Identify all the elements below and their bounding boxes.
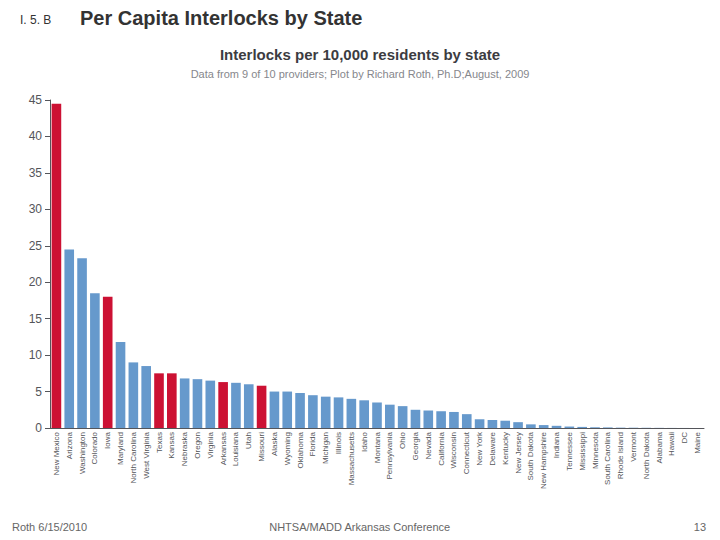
svg-text:Texas: Texas [155,432,164,453]
svg-text:Alaska: Alaska [270,431,279,456]
svg-text:Washington: Washington [78,432,87,474]
svg-text:DC: DC [680,432,689,444]
svg-text:Missouri: Missouri [257,432,266,462]
svg-text:Arkansas: Arkansas [219,432,228,465]
svg-text:25: 25 [29,239,43,253]
svg-text:Pennsylvania: Pennsylvania [385,431,394,479]
svg-text:Hawaii: Hawaii [667,432,676,456]
svg-text:Illinois: Illinois [334,432,343,454]
svg-text:15: 15 [29,312,43,326]
svg-text:Tennessee: Tennessee [565,431,574,470]
svg-text:Per Capita Interlocks by State: Per Capita Interlocks by State [80,7,362,29]
svg-text:Oregon: Oregon [193,432,202,459]
svg-text:New York: New York [475,431,484,466]
svg-text:Massachusetts: Massachusetts [347,432,356,485]
svg-text:North Dakota: North Dakota [642,431,651,479]
svg-text:10: 10 [29,348,43,362]
svg-text:40: 40 [29,129,43,143]
svg-text:Maryland: Maryland [116,432,125,465]
svg-text:Rhode Island: Rhode Island [616,432,625,479]
svg-text:Oklahoma: Oklahoma [296,431,305,468]
svg-text:Nevada: Nevada [424,431,433,459]
svg-text:Wisconsin: Wisconsin [449,432,458,468]
svg-text:I. 5. B: I. 5. B [20,13,51,27]
svg-text:Mississippi: Mississippi [578,432,587,471]
svg-text:Georgia: Georgia [411,431,420,460]
svg-text:Nebraska: Nebraska [180,431,189,466]
svg-text:0: 0 [35,421,42,435]
svg-text:45: 45 [29,93,43,107]
svg-text:30: 30 [29,202,43,216]
svg-text:Alabama: Alabama [655,431,664,463]
svg-text:Florida: Florida [308,431,317,456]
svg-text:NHTSA/MADD Arkansas Conference: NHTSA/MADD Arkansas Conference [269,521,450,533]
svg-text:Vermont: Vermont [629,431,638,462]
svg-text:Kansas: Kansas [167,432,176,459]
svg-text:Idaho: Idaho [360,431,369,452]
svg-text:Virginia: Virginia [206,431,215,458]
svg-text:Iowa: Iowa [103,431,112,448]
svg-text:West Virginia: West Virginia [142,431,151,478]
svg-text:13: 13 [694,521,706,533]
svg-text:Minnesota: Minnesota [591,431,600,468]
svg-text:20: 20 [29,275,43,289]
svg-text:North Carolina: North Carolina [129,431,138,483]
svg-text:35: 35 [29,166,43,180]
svg-text:Kentucky: Kentucky [501,432,510,465]
svg-text:Montana: Montana [373,431,382,463]
svg-text:Utah: Utah [244,432,253,449]
svg-text:New Jersey: New Jersey [514,432,523,474]
svg-text:Wyoming: Wyoming [283,432,292,465]
svg-text:Michigan: Michigan [321,432,330,464]
svg-text:California: California [437,431,446,465]
svg-text:Colorado: Colorado [90,431,99,464]
svg-text:New Hampshire: New Hampshire [539,431,548,488]
svg-text:Arizona: Arizona [65,431,74,459]
svg-text:Connecticut: Connecticut [462,431,471,474]
svg-text:Roth 6/15/2010: Roth 6/15/2010 [12,521,87,533]
svg-text:Data from 9 of 10 providers; P: Data from 9 of 10 providers; Plot by Ric… [191,68,530,80]
svg-text:Ohio: Ohio [398,431,407,448]
svg-text:Delaware: Delaware [488,431,497,465]
svg-text:New Mexico: New Mexico [52,431,61,475]
svg-text:Louisiana: Louisiana [231,431,240,466]
svg-text:South Carolina: South Carolina [603,431,612,484]
svg-text:Maine: Maine [693,431,702,453]
svg-text:Interlocks per 10,000 resident: Interlocks per 10,000 residents by state [220,46,500,63]
svg-text:5: 5 [35,385,42,399]
svg-text:South Dakota: South Dakota [526,431,535,480]
svg-text:Indiana: Indiana [552,431,561,458]
